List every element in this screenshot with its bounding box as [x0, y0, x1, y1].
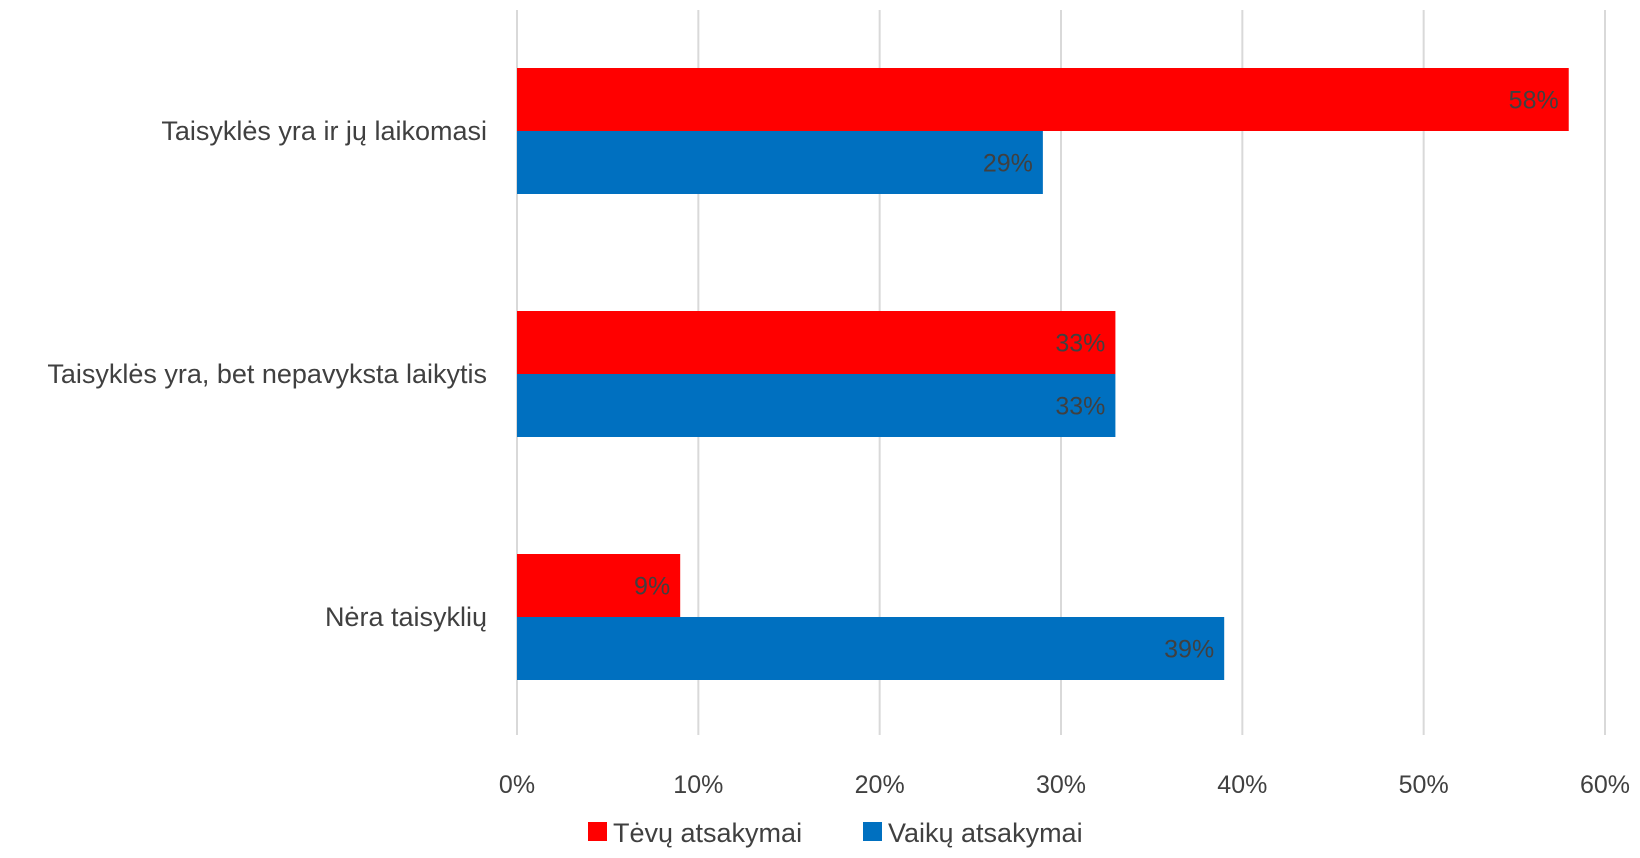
- x-tick-label: 50%: [1399, 771, 1449, 799]
- data-label: 39%: [1164, 636, 1214, 664]
- bar-tevu: [517, 68, 1569, 131]
- x-tick-label: 10%: [673, 771, 723, 799]
- x-tick-label: 0%: [499, 771, 535, 799]
- legend-label: Vaikų atsakymai: [888, 818, 1083, 848]
- data-labels: 58% 29% 33% 33% 9% 39%: [634, 87, 1559, 664]
- x-tick-label: 20%: [855, 771, 905, 799]
- bar-tevu: [517, 311, 1116, 374]
- data-label: 33%: [1055, 393, 1105, 421]
- bar-tevu: [517, 554, 681, 617]
- x-tick-label: 40%: [1217, 771, 1267, 799]
- category-label: Taisyklės yra, bet nepavyksta laikytis: [47, 359, 487, 389]
- bars: [517, 68, 1569, 680]
- x-axis-tick-labels: 0% 10% 20% 30% 40% 50% 60%: [499, 771, 1630, 799]
- legend-swatch: [588, 822, 607, 841]
- data-label: 9%: [634, 573, 670, 601]
- legend-label: Tėvų atsakymai: [613, 818, 802, 848]
- bar-vaiku: [517, 617, 1225, 680]
- x-tick-label: 30%: [1036, 771, 1086, 799]
- data-label: 58%: [1509, 87, 1559, 115]
- category-label: Taisyklės yra ir jų laikomasi: [161, 116, 487, 146]
- category-labels: Taisyklės yra ir jų laikomasi Taisyklės y…: [47, 116, 487, 632]
- x-tick-label: 60%: [1580, 771, 1630, 799]
- category-label: Nėra taisyklių: [325, 602, 487, 632]
- legend-swatch: [863, 822, 882, 841]
- bar-vaiku: [517, 374, 1116, 437]
- data-label: 29%: [983, 150, 1033, 178]
- data-label: 33%: [1055, 330, 1105, 358]
- legend: Tėvų atsakymai Vaikų atsakymai: [588, 818, 1083, 848]
- bar-vaiku: [517, 131, 1043, 194]
